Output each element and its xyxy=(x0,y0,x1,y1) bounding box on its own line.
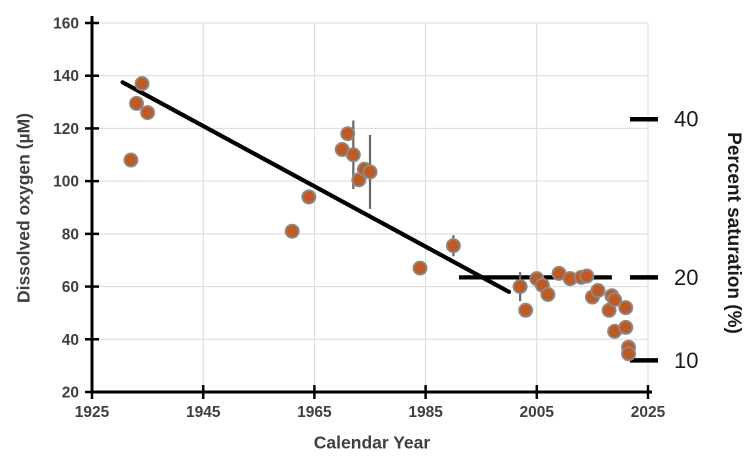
y-tick-label: 60 xyxy=(62,279,79,296)
y-tick-label: 140 xyxy=(53,68,79,85)
trend-line xyxy=(120,80,512,294)
x-tick-label: 1945 xyxy=(186,404,221,421)
data-point xyxy=(540,286,556,302)
data-point xyxy=(340,126,356,142)
y-tick-label: 20 xyxy=(62,385,79,402)
data-point xyxy=(590,283,606,299)
x-tick-label: 2025 xyxy=(631,404,666,421)
data-point xyxy=(607,292,623,308)
x-tick-label: 1925 xyxy=(75,404,110,421)
data-point xyxy=(445,238,461,254)
data-point xyxy=(345,147,361,163)
data-point xyxy=(128,95,144,111)
x-axis-title: Calendar Year xyxy=(313,432,431,453)
y-tick-label: 80 xyxy=(62,226,79,243)
data-point xyxy=(412,260,428,276)
y-tick-label: 40 xyxy=(62,332,79,349)
y-tick-label: 100 xyxy=(53,174,79,191)
data-point xyxy=(140,105,156,121)
data-point xyxy=(123,152,139,168)
data-point xyxy=(362,164,378,180)
x-tick-label: 1965 xyxy=(297,404,332,421)
saturation-tick-label: 20 xyxy=(674,265,698,290)
data-point xyxy=(518,302,534,318)
right-axis-title: Percent saturation (%) xyxy=(723,132,744,334)
data-point xyxy=(579,268,595,284)
y-tick-label: 160 xyxy=(53,16,79,33)
data-point xyxy=(621,346,637,362)
data-point xyxy=(618,319,634,335)
data-point xyxy=(512,279,528,295)
saturation-tick-label: 10 xyxy=(674,348,698,373)
data-point xyxy=(618,300,634,316)
data-point xyxy=(284,223,300,239)
x-tick-label: 2005 xyxy=(520,404,555,421)
data-point xyxy=(134,76,150,92)
data-point xyxy=(301,189,317,205)
x-tick-label: 1985 xyxy=(408,404,443,421)
y-axis-title: Dissolved oxygen (µM) xyxy=(13,113,34,303)
y-tick-label: 120 xyxy=(53,121,79,138)
saturation-tick-label: 40 xyxy=(674,107,698,132)
